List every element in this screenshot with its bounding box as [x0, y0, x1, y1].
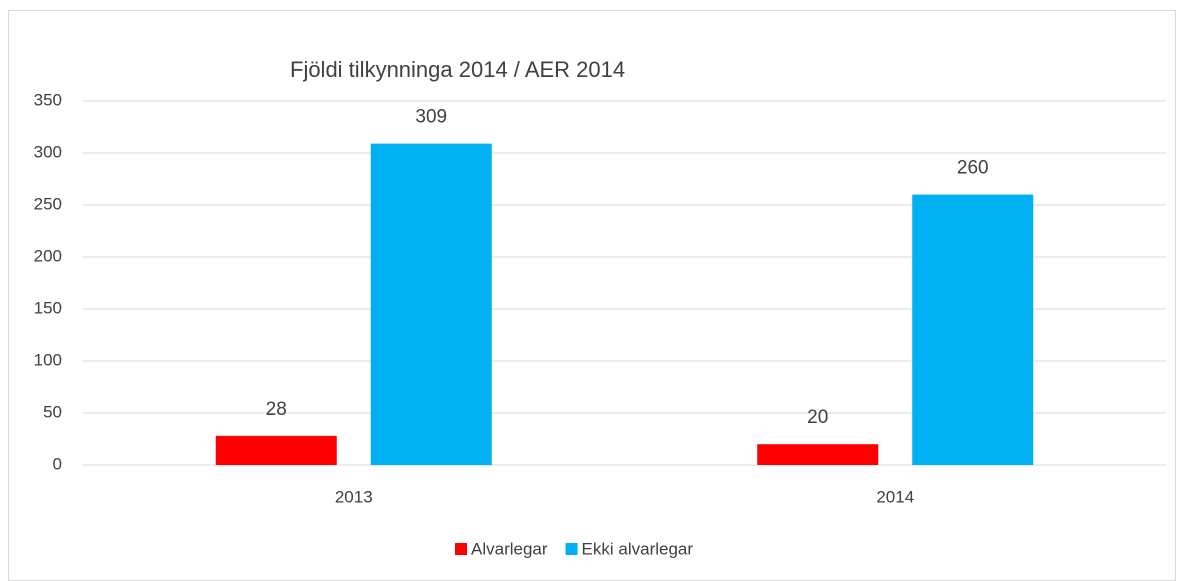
bar [757, 444, 879, 465]
legend-label: Alvarlegar [471, 539, 548, 558]
y-tick-label: 0 [53, 454, 62, 473]
legend-label: Ekki alvarlegar [582, 539, 694, 558]
y-tick-label: 350 [34, 90, 62, 109]
bar [370, 143, 492, 465]
y-tick-label: 200 [34, 246, 62, 265]
data-label: 20 [807, 407, 828, 428]
y-tick-label: 300 [34, 142, 62, 161]
data-label: 28 [266, 399, 287, 420]
legend-swatch [565, 543, 578, 555]
data-label: 260 [957, 158, 989, 179]
bar [215, 435, 337, 465]
data-label: 309 [415, 107, 447, 128]
chart-title: Fjöldi tilkynninga 2014 / AER 2014 [290, 57, 625, 82]
x-tick-label: 2014 [876, 487, 914, 506]
y-tick-label: 50 [43, 402, 62, 421]
bar [912, 194, 1034, 465]
x-tick-label: 2013 [335, 487, 373, 506]
y-tick-label: 100 [34, 350, 62, 369]
y-tick-label: 250 [34, 194, 62, 213]
y-tick-label: 150 [34, 298, 62, 317]
legend-swatch [455, 543, 467, 555]
